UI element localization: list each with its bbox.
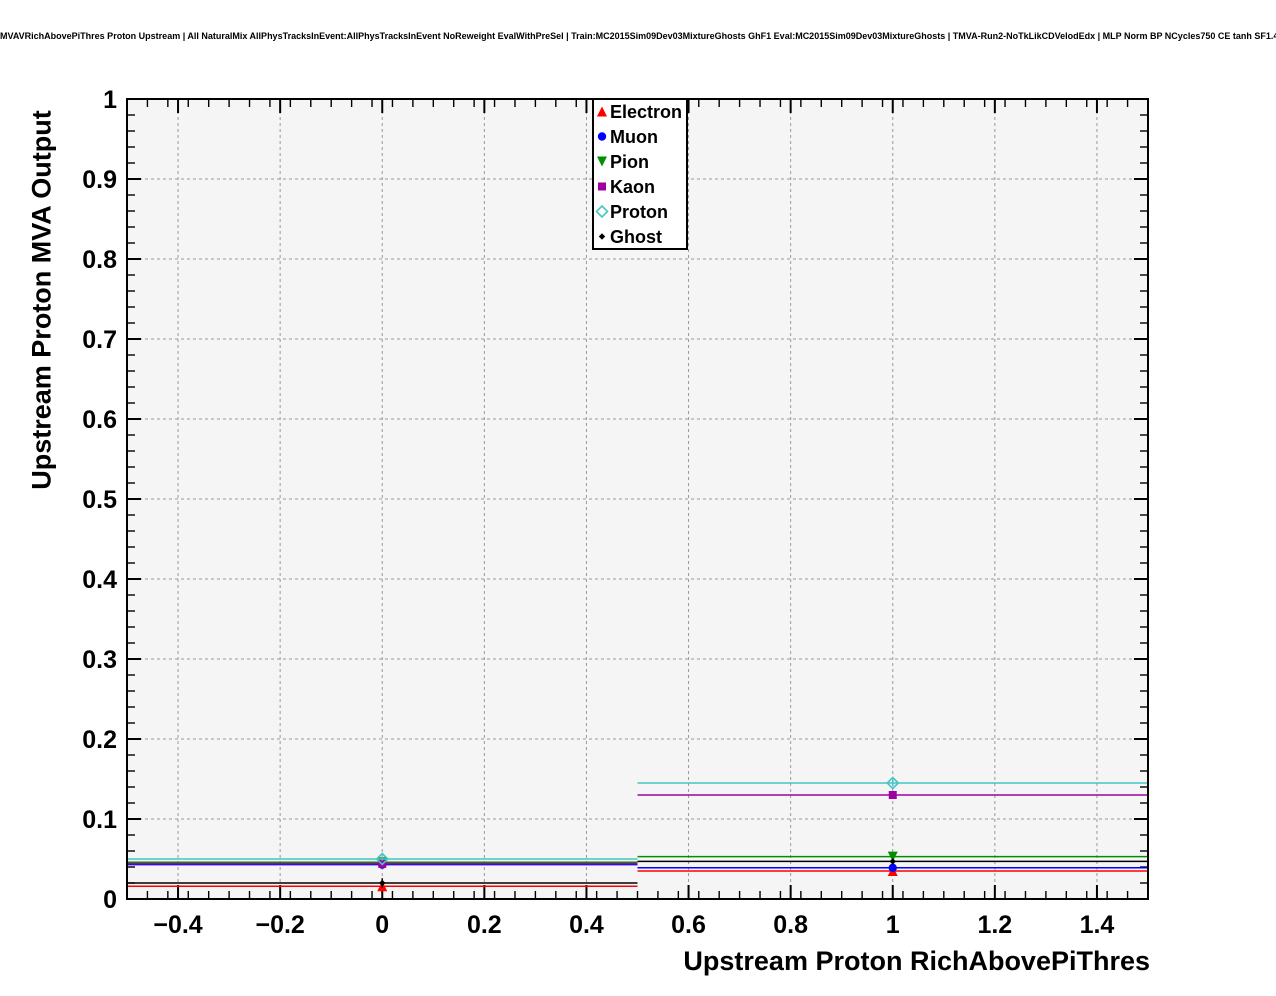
legend-marker-muon <box>597 132 607 141</box>
y-tick-label: 0.3 <box>82 646 117 674</box>
legend-box <box>592 98 688 250</box>
y-tick-label: 0.9 <box>82 166 117 194</box>
legend-marker-electron <box>597 106 607 117</box>
y-tick-label: 0 <box>103 886 117 914</box>
x-tick-label: 1.2 <box>977 911 1012 939</box>
legend-marker-kaon <box>598 182 606 191</box>
x-tick-label: 0.8 <box>773 911 808 939</box>
marker-kaon <box>888 791 897 799</box>
legend-label-kaon: Kaon <box>610 177 655 197</box>
legend-marker-proton <box>595 204 609 219</box>
y-tick-label: 0.6 <box>82 406 117 434</box>
legend-label-muon: Muon <box>610 127 658 147</box>
x-tick-label: 1.4 <box>1080 911 1115 939</box>
marker-proton <box>886 776 900 790</box>
legend-label-proton: Proton <box>610 202 668 222</box>
legend-label-ghost: Ghost <box>610 227 662 247</box>
legend-label-electron: Electron <box>610 102 682 122</box>
plot-title: MVAVRichAbovePiThres Proton Upstream | A… <box>0 31 1276 41</box>
y-tick-label: 0.7 <box>82 326 117 354</box>
y-tick-label: 0.1 <box>82 806 117 834</box>
x-tick-label: 0.2 <box>467 911 502 939</box>
y-tick-label: 0.4 <box>82 566 117 594</box>
x-tick-label: 0 <box>375 911 389 939</box>
legend-marker-pion <box>597 156 607 167</box>
x-tick-label: −0.2 <box>255 911 304 939</box>
legend-marker-ghost <box>598 233 606 240</box>
y-tick-label: 0.8 <box>82 246 117 274</box>
marker-muon <box>888 863 897 872</box>
x-tick-label: −0.4 <box>153 911 202 939</box>
marker-ghost <box>379 879 386 887</box>
legend-label-pion: Pion <box>610 152 649 172</box>
x-axis-title: Upstream Proton RichAbovePiThres <box>683 946 1150 976</box>
x-tick-label: 0.4 <box>569 911 604 939</box>
marker-pion <box>887 851 898 862</box>
y-tick-label: 0.2 <box>82 726 117 754</box>
y-axis-title: Upstream Proton MVA Output <box>26 110 57 490</box>
marker-ghost <box>889 858 896 865</box>
x-tick-label: 1 <box>886 911 900 939</box>
y-tick-label: 0.5 <box>82 486 117 514</box>
marker-proton <box>375 852 389 866</box>
x-tick-label: 0.6 <box>671 911 706 939</box>
y-tick-label: 1 <box>103 86 117 114</box>
